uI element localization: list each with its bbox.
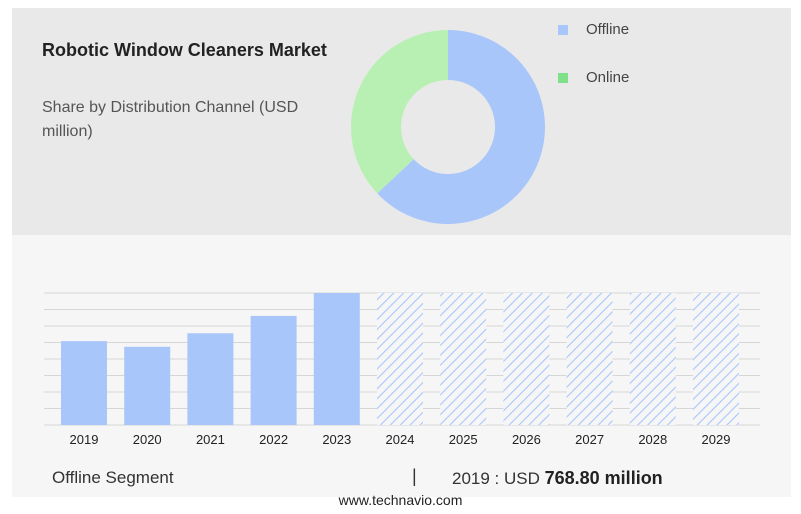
- chart-title: Robotic Window Cleaners Market: [42, 40, 327, 60]
- footer-segment-label: Offline Segment: [52, 468, 174, 487]
- bar-2020: [124, 346, 171, 425]
- legend-swatch-online: [558, 73, 568, 83]
- tick-label-2029: 2029: [702, 432, 731, 447]
- tick-label-2020: 2020: [133, 432, 162, 447]
- footer-year-label: 2019 : USD: [452, 469, 540, 488]
- legend-label-online: Online: [586, 69, 630, 86]
- footer-separator: |: [412, 466, 417, 486]
- bar-forecast-2028: [629, 293, 676, 425]
- bar-2021: [187, 333, 234, 425]
- donut-slice-online: [351, 30, 448, 194]
- tick-label-2024: 2024: [386, 432, 415, 447]
- tick-label-2023: 2023: [322, 432, 351, 447]
- bar-forecast-2025: [440, 293, 487, 425]
- footer-value: 768.80 million: [544, 468, 663, 488]
- bar-forecast-2029: [693, 293, 739, 425]
- tick-label-2022: 2022: [259, 432, 288, 447]
- site-url: www.technavio.com: [338, 492, 463, 508]
- tick-label-2028: 2028: [638, 432, 667, 447]
- bar-2022: [250, 315, 297, 425]
- legend-label-offline: Offline: [586, 21, 630, 38]
- legend-item-online: Online: [556, 68, 716, 88]
- footer-value-text: 2019 : USD 768.80 million: [452, 468, 663, 489]
- tick-label-2026: 2026: [512, 432, 541, 447]
- bar-forecast-2026: [503, 293, 550, 425]
- legend-swatch-offline: [558, 25, 568, 35]
- chart-subtitle: Share by Distribution Channel (USD milli…: [42, 99, 299, 140]
- bar-forecast-2024: [377, 293, 423, 425]
- bar-forecast-2027: [566, 293, 613, 425]
- legend-item-offline: Offline: [556, 20, 716, 40]
- tick-label-2021: 2021: [196, 432, 225, 447]
- tick-label-2025: 2025: [449, 432, 478, 447]
- tick-label-2019: 2019: [70, 432, 99, 447]
- bar-2019: [61, 341, 107, 425]
- bar-2023: [313, 293, 360, 425]
- donut-chart: [351, 30, 545, 224]
- donut-slice-offline: [377, 30, 545, 224]
- tick-label-2027: 2027: [575, 432, 604, 447]
- bar-chart: 2019 2020 2021 2022 2023 2024 2025 2026 2027 2028…: [44, 292, 760, 447]
